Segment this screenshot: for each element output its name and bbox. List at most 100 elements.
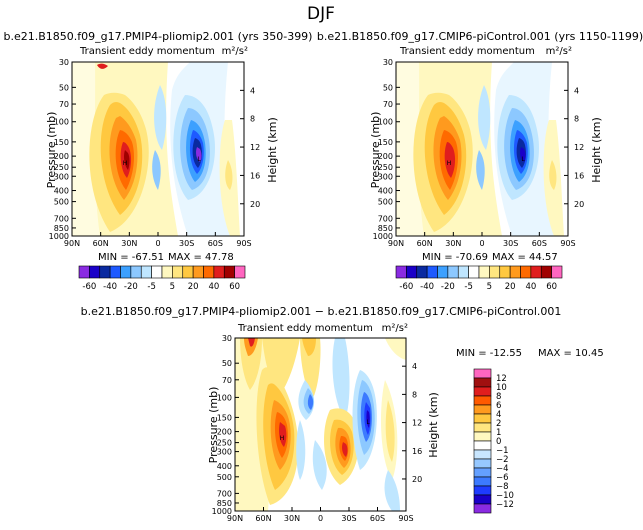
colorbar-label: 12 [496, 374, 507, 384]
panel-pliomip: b.e21.B1850.f09_g17.PMIP4-pliomip2.001 (… [4, 30, 313, 292]
panel1-min-marker: L [197, 156, 201, 163]
y-tick-label: 100 [54, 118, 69, 127]
colorbar-label: 0 [496, 437, 501, 447]
panel2-min-marker: L [521, 156, 525, 163]
panel3-units: m²/s² [382, 323, 408, 334]
y-tick-label: 400 [217, 462, 232, 471]
panel1-contour-field [72, 62, 244, 236]
x-tick-label: 30N [121, 239, 137, 248]
panel3-min-marker: L [366, 419, 370, 426]
colorbar-label: -5 [464, 282, 472, 292]
y-tick-label: 500 [217, 473, 232, 482]
panel1-subtitle: Transient eddy momentum [79, 46, 215, 57]
colorbar-label: -20 [441, 282, 455, 292]
y-tick-label: 100 [378, 118, 393, 127]
colorbar-label: 20 [505, 282, 516, 292]
colorbar-box [395, 265, 407, 279]
y-tick-label: 700 [217, 489, 232, 498]
colorbar-label: 6 [496, 401, 501, 411]
colorbar-box [447, 265, 459, 279]
panel-difference: b.e21.B1850.f09_g17.PMIP4-pliomip2.001 −… [81, 305, 604, 523]
y-tick-label: 500 [378, 198, 393, 207]
y-tick-label: 150 [54, 138, 69, 147]
y-tick-label: 70 [222, 376, 232, 385]
y-tick-label: 300 [378, 172, 393, 181]
y-tick-label: 850 [217, 499, 232, 508]
panel1-colorbar: -60 -40 -20 -5 5 20 40 60 [78, 265, 246, 292]
panel3-min-label: MIN = -12.55 [456, 348, 522, 359]
colorbar-box [473, 494, 492, 505]
y-right-tick-label: 4 [250, 86, 255, 95]
panel2-min-label: MIN = -70.69 [422, 252, 488, 263]
y-tick-label: 850 [378, 224, 393, 233]
colorbar-box [478, 265, 490, 279]
panel2-subtitle: Transient eddy momentum [399, 46, 535, 57]
colorbar-label: -60 [399, 282, 413, 292]
colorbar-box [473, 458, 492, 469]
panel3-max-label: MAX = 10.45 [538, 348, 604, 359]
colorbar-box [406, 265, 418, 279]
colorbar-box [416, 265, 428, 279]
y-right-tick-label: 16 [412, 447, 422, 456]
colorbar-label: -40 [103, 282, 117, 292]
colorbar-label: -5 [147, 282, 155, 292]
colorbar-box [473, 431, 492, 442]
colorbar-box [489, 265, 501, 279]
y-tick-label: 300 [54, 172, 69, 181]
x-tick-label: 0 [318, 514, 323, 523]
y-tick-label: 100 [217, 393, 232, 402]
x-tick-label: 30S [503, 239, 518, 248]
y-tick-label: 300 [217, 448, 232, 457]
colorbar-label: 10 [496, 383, 507, 393]
y-tick-label: 1000 [212, 507, 232, 516]
colorbar-box [437, 265, 449, 279]
panel2-contour-field [396, 62, 568, 236]
y-tick-label: 700 [54, 214, 69, 223]
colorbar-label: −2 [496, 455, 509, 465]
x-tick-label: 0 [479, 239, 484, 248]
colorbar-box [473, 422, 492, 433]
x-tick-label: 90N [227, 514, 243, 523]
x-tick-label: 60S [208, 239, 223, 248]
panel3-max-marker: H [280, 435, 285, 442]
colorbar-label: 5 [170, 282, 175, 292]
y-tick-label: 50 [383, 83, 393, 92]
colorbar-label: −8 [496, 482, 509, 492]
y-tick-label: 500 [54, 198, 69, 207]
colorbar-label: 5 [487, 282, 492, 292]
y-tick-label: 250 [217, 439, 232, 448]
colorbar-label: -40 [420, 282, 434, 292]
panel1-y-right-ticks: 4 8 12 16 20 [240, 86, 260, 209]
colorbar-label: 4 [496, 410, 501, 420]
colorbar-box [540, 265, 552, 279]
y-tick-label: 200 [217, 428, 232, 437]
colorbar-box [473, 377, 492, 388]
colorbar-box [499, 265, 511, 279]
colorbar-box [223, 265, 235, 279]
colorbar-label: 8 [496, 392, 501, 402]
colorbar-box [203, 265, 215, 279]
colorbar-label: −1 [496, 446, 509, 456]
colorbar-label: −6 [496, 473, 509, 483]
x-tick-label: 90N [388, 239, 404, 248]
y-tick-label: 850 [54, 224, 69, 233]
panel1-min-label: MIN = -67.51 [98, 252, 164, 263]
x-tick-label: 30S [179, 239, 194, 248]
colorbar-box [473, 485, 492, 496]
colorbar-box [120, 265, 132, 279]
colorbar-box [473, 368, 492, 379]
colorbar-box [473, 467, 492, 478]
colorbar-box [89, 265, 101, 279]
y-right-tick-label: 8 [574, 115, 579, 124]
colorbar-label: 60 [229, 282, 240, 292]
season-title: DJF [307, 4, 335, 24]
y-tick-label: 200 [54, 152, 69, 161]
colorbar-box [213, 265, 225, 279]
colorbar-box [473, 413, 492, 424]
x-tick-label: 60S [370, 514, 385, 523]
y-tick-label: 700 [378, 214, 393, 223]
colorbar-box [473, 386, 492, 397]
